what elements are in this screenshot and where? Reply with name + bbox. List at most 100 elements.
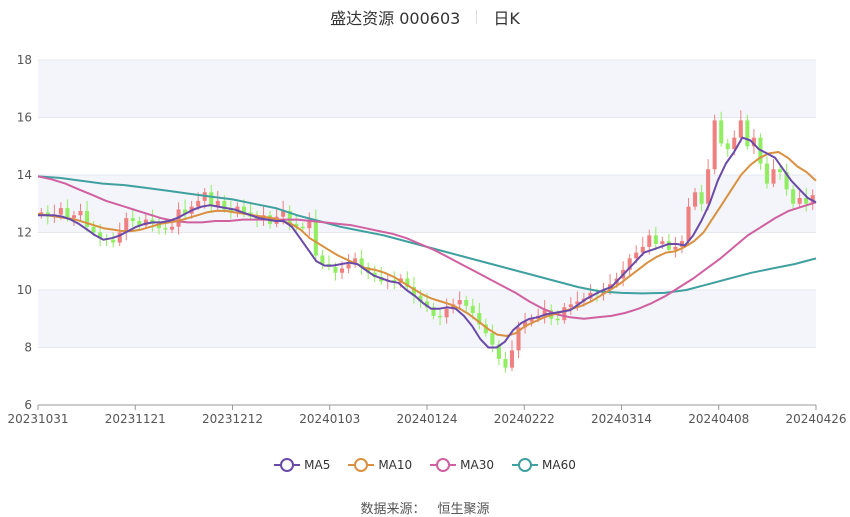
candle	[183, 199, 188, 221]
x-tick-label: 20240222	[494, 412, 555, 426]
legend-label: MA60	[542, 458, 576, 472]
candle	[568, 297, 573, 316]
candle	[353, 252, 358, 268]
chart-title: 盛达资源 000603	[330, 9, 461, 28]
candle	[431, 302, 436, 320]
ma10-line	[37, 151, 817, 337]
x-tick-label: 20231212	[202, 412, 263, 426]
candle	[686, 198, 691, 247]
candle	[307, 212, 312, 236]
candle	[169, 222, 175, 234]
candle	[523, 313, 528, 334]
candle	[693, 187, 698, 211]
candle	[137, 216, 142, 231]
legend-label: MA10	[378, 458, 413, 472]
candle	[751, 129, 756, 155]
ma-lines-group	[37, 136, 817, 349]
candle	[542, 300, 547, 324]
y-axis-ticks: 6 8 10 12 14 16 18	[17, 53, 32, 412]
plot-background-bands	[38, 60, 816, 348]
candle	[117, 222, 122, 247]
candle	[719, 111, 724, 147]
candle	[509, 340, 515, 372]
plot-band	[38, 60, 816, 118]
candle	[771, 159, 776, 188]
data-source: 数据来源： 恒生聚源	[0, 498, 850, 517]
legend-marker	[512, 458, 539, 472]
candle	[124, 212, 129, 241]
legend-marker	[348, 458, 375, 472]
candle	[699, 185, 704, 212]
candle	[372, 265, 377, 282]
candle	[764, 156, 769, 189]
candle	[738, 110, 743, 143]
candle	[130, 209, 135, 228]
candle	[326, 255, 331, 271]
candle	[804, 187, 809, 212]
x-axis-ticks: 20231031 20231121 20231212 20240103 20240124…	[7, 404, 847, 426]
y-tick-label: 10	[17, 283, 32, 297]
candle	[405, 271, 410, 291]
legend-marker	[430, 458, 457, 472]
legend-label: MA5	[304, 458, 331, 472]
candle	[215, 190, 220, 212]
candle	[392, 271, 397, 290]
x-tick-label: 20231121	[105, 412, 166, 426]
y-tick-label: 8	[24, 341, 32, 355]
x-tick-label: 20240124	[396, 412, 457, 426]
y-tick-label: 6	[24, 398, 32, 412]
candle	[725, 139, 730, 157]
candle	[627, 254, 632, 277]
candle	[653, 226, 658, 251]
candle	[379, 267, 384, 285]
x-tick-label: 20231031	[7, 412, 68, 426]
candle	[516, 321, 521, 359]
y-tick-label: 12	[17, 226, 32, 240]
title-separator	[476, 10, 478, 24]
candle	[562, 302, 567, 324]
legend-item-ma30[interactable]: MA30	[430, 458, 494, 472]
candle	[784, 163, 789, 196]
x-tick-label: 20240408	[688, 412, 749, 426]
candle	[313, 209, 318, 262]
legend-item-ma5[interactable]: MA5	[274, 458, 330, 472]
candle	[111, 232, 116, 248]
candle	[359, 249, 364, 275]
x-tick-label: 20240103	[299, 412, 360, 426]
chart-period: 日K	[493, 9, 520, 28]
candle	[143, 212, 148, 229]
candle	[85, 200, 90, 232]
candle	[438, 308, 443, 326]
legend-label: MA30	[460, 458, 495, 472]
candle	[78, 203, 83, 222]
legend-item-ma60[interactable]: MA60	[512, 458, 576, 472]
chart-legend: MA5 MA10 MA30 MA60	[0, 458, 850, 472]
x-tick-label: 20240426	[785, 412, 846, 426]
candle	[673, 236, 678, 258]
source-label: 数据来源：	[360, 502, 426, 517]
candle	[496, 340, 501, 366]
x-tick-label: 20240314	[591, 412, 652, 426]
y-tick-label: 16	[17, 111, 32, 125]
candle	[300, 222, 305, 232]
candle	[464, 295, 469, 314]
candle	[294, 215, 299, 232]
ma5-line	[38, 136, 817, 349]
y-tick-label: 18	[17, 53, 32, 67]
candle	[791, 185, 796, 209]
candle	[320, 249, 325, 270]
candle	[457, 291, 462, 308]
candle	[156, 218, 161, 235]
legend-marker	[274, 458, 301, 472]
legend-item-ma10[interactable]: MA10	[348, 458, 412, 472]
candle	[797, 190, 802, 208]
ma30-line	[37, 175, 817, 320]
y-tick-label: 14	[17, 168, 32, 182]
candle	[477, 302, 482, 330]
candle	[209, 185, 214, 213]
candle	[503, 351, 508, 373]
candle	[745, 114, 750, 150]
candle	[712, 114, 717, 175]
